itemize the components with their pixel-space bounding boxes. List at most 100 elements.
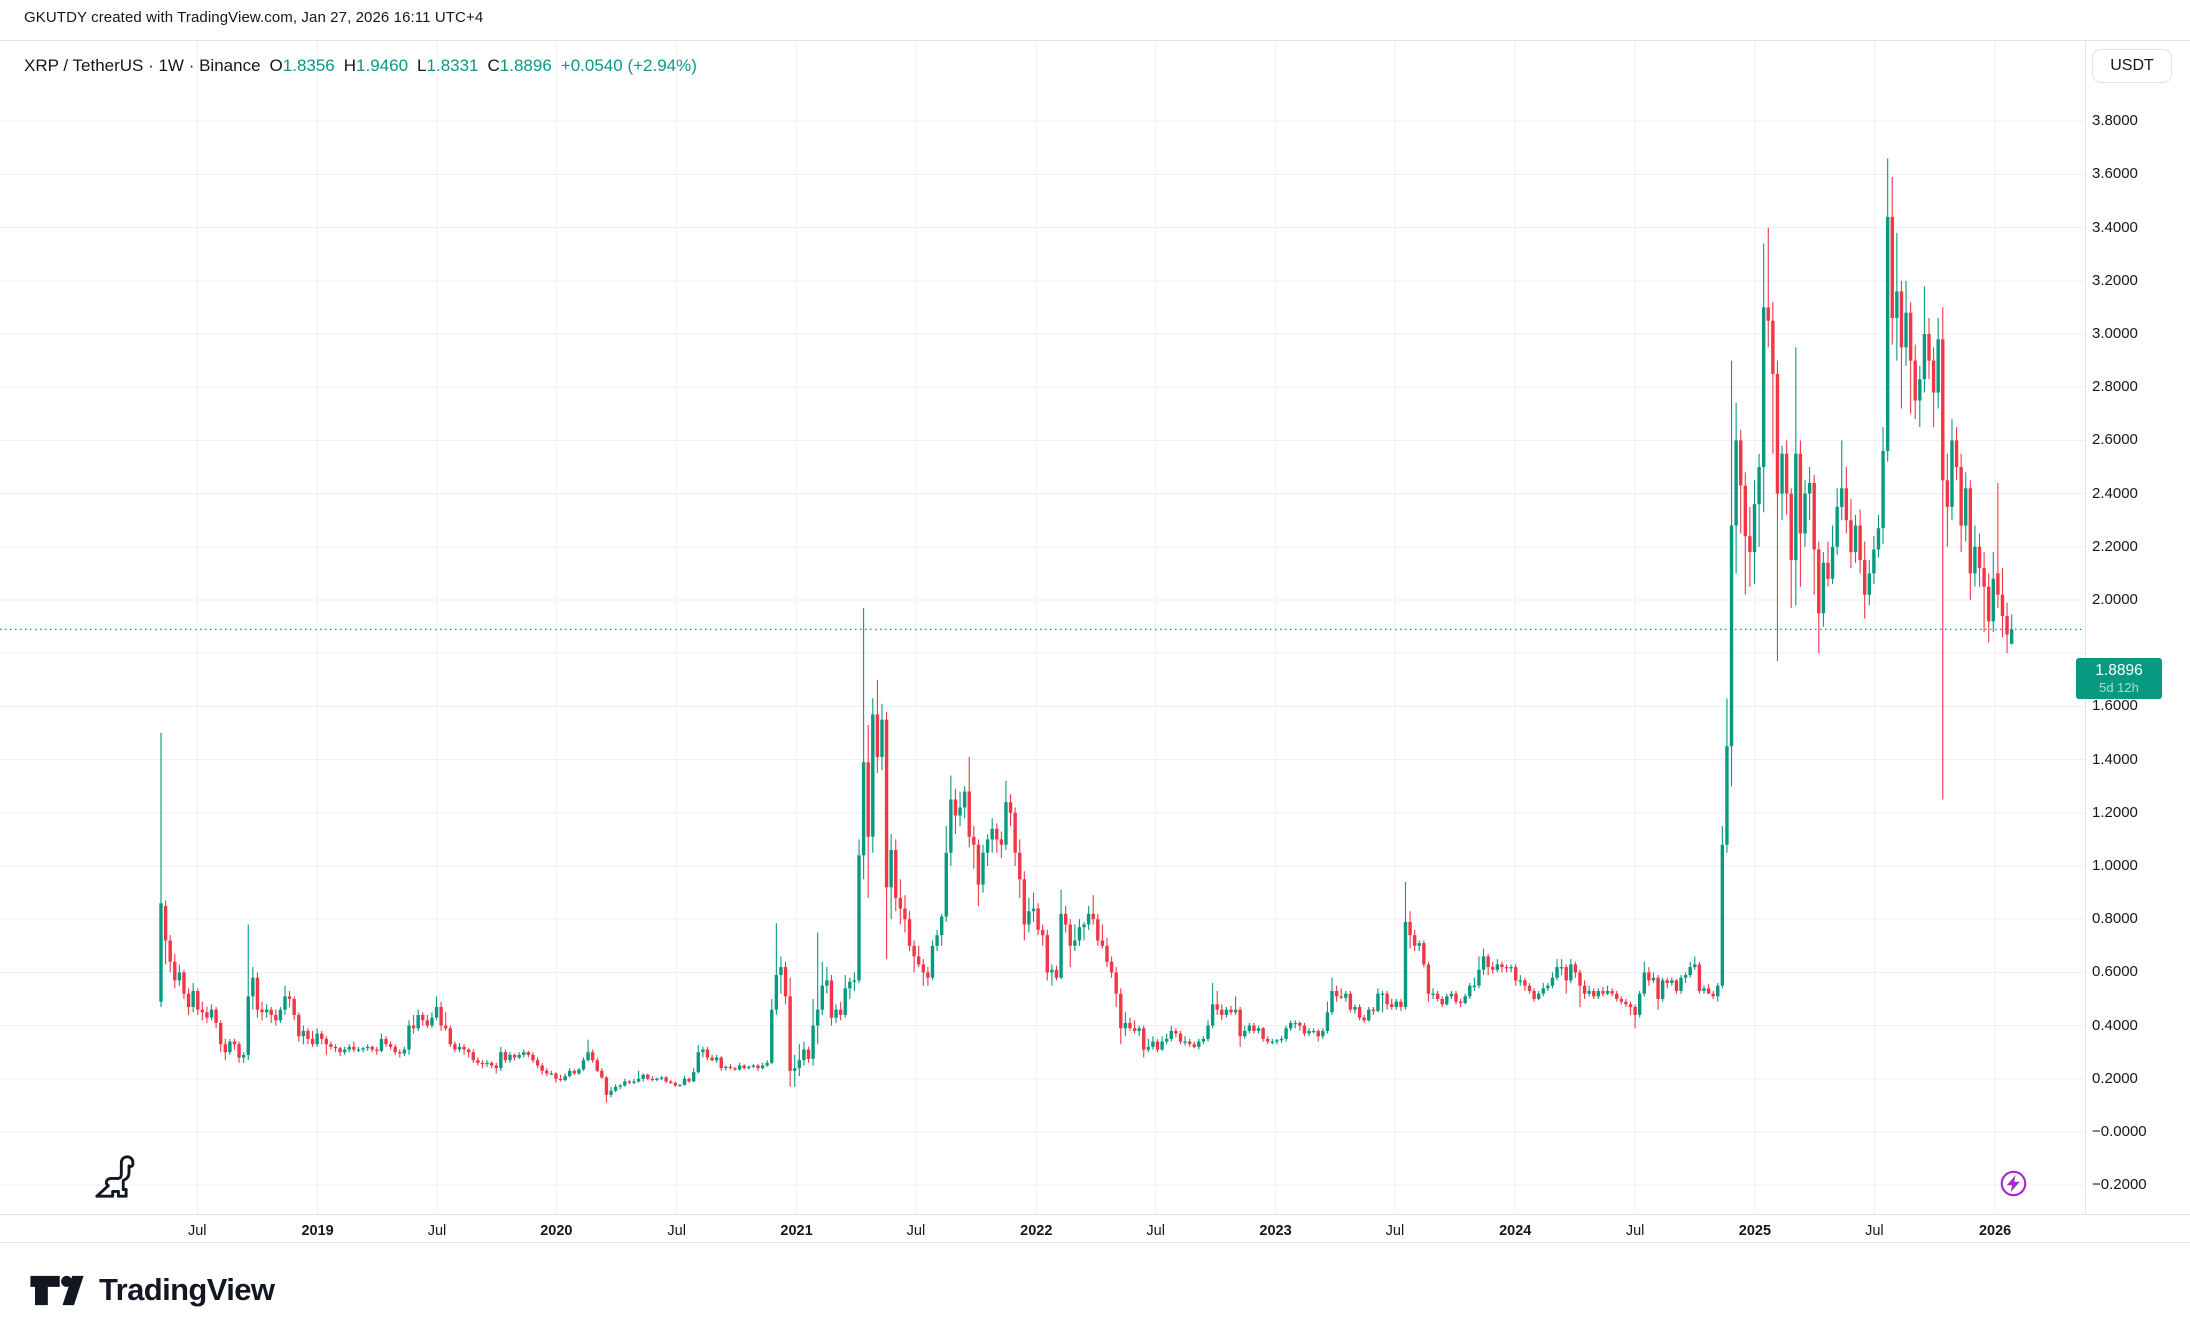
candle-body [1610, 991, 1614, 994]
time-axis[interactable]: Jul 2019 Jul 2020 Jul 2021 Jul 2022 Jul 2023 Jul 20… [0, 1220, 2085, 1248]
candle-body [1412, 935, 1417, 946]
lightning-bolt-button[interactable] [1995, 1165, 2032, 1202]
candle-body [1592, 991, 1596, 997]
candle-body [499, 1052, 503, 1069]
time-axis-month-label: Jul [427, 1223, 447, 1239]
candle-body [1716, 985, 1720, 997]
candlestick-chart[interactable] [0, 41, 2190, 1244]
tradingview-logo-icon[interactable] [28, 1274, 86, 1307]
candle-body [1559, 967, 1564, 969]
candle-body [370, 1046, 374, 1050]
candle-body [811, 1025, 815, 1059]
candle-body [1357, 1006, 1362, 1018]
candle-body [1068, 924, 1072, 946]
price-axis-label: 1.6000 [2092, 697, 2138, 715]
candle-body [1647, 972, 1651, 981]
candle-body [1876, 528, 1881, 550]
candle-body [1403, 921, 1408, 1007]
low-value: 1.8331 [426, 56, 479, 75]
candle-body [1637, 993, 1642, 1015]
high-label: H [343, 56, 357, 75]
candle-body [1885, 216, 1890, 452]
candle-body [701, 1049, 705, 1053]
candle-body [512, 1054, 517, 1058]
candle-body [1142, 1028, 1146, 1050]
candle-body [1532, 991, 1536, 999]
candle-body [1321, 1030, 1325, 1037]
candle-body [329, 1044, 333, 1047]
candle-body [1564, 967, 1568, 981]
candle-body [995, 828, 999, 840]
candle-body [324, 1038, 329, 1045]
candle-body [1201, 1038, 1206, 1042]
candle-body [623, 1081, 627, 1086]
candle-body [1697, 964, 1702, 992]
candle-body [953, 799, 958, 816]
candle-body [1849, 520, 1853, 553]
candle-body [1752, 504, 1757, 553]
candle-body [838, 1009, 843, 1015]
candle-body [1463, 996, 1467, 1003]
candle-body [1858, 525, 1862, 561]
candle-body [843, 988, 847, 1015]
candle-body [1578, 972, 1582, 986]
candle-body [1908, 312, 1913, 361]
candle-body [1197, 1041, 1201, 1047]
candle-body [632, 1081, 636, 1083]
candle-body [1073, 940, 1077, 946]
candle-body [788, 996, 792, 1071]
candle-body [710, 1057, 714, 1061]
candle-body [894, 850, 898, 898]
candle-body [173, 961, 177, 981]
candle-body [682, 1078, 687, 1085]
time-axis-year-label: 2024 [1499, 1223, 1532, 1239]
candle-body [696, 1052, 700, 1073]
candle-body [1284, 1028, 1288, 1039]
candle-body [806, 1049, 811, 1059]
time-axis-year-label: 2021 [780, 1223, 813, 1239]
candle-body [1504, 967, 1509, 969]
candle-body [985, 839, 990, 853]
candle-body [572, 1070, 576, 1074]
candle-body [1582, 985, 1587, 994]
candle-body [577, 1069, 581, 1074]
candle-body [1775, 373, 1780, 494]
candle-body [1761, 307, 1766, 467]
price-axis-label: 2.0000 [2092, 591, 2138, 608]
tradingview-wordmark[interactable]: TradingView [99, 1272, 275, 1307]
candle-body [1063, 913, 1068, 925]
candle-body [223, 1044, 227, 1053]
candle-body [1491, 967, 1495, 970]
candle-body [471, 1052, 475, 1061]
candles [159, 158, 2014, 1103]
candle-body [907, 919, 912, 946]
close-label: C [487, 56, 500, 75]
candle-body [825, 980, 829, 986]
candle-body [1086, 913, 1091, 925]
candle-body [177, 972, 182, 981]
candle-body [1307, 1030, 1311, 1034]
candle-body [1371, 1009, 1376, 1011]
symbol-legend[interactable]: XRP / TetherUS · 1W · Binance O1.8356 H1… [24, 56, 697, 76]
symbol-title[interactable]: XRP / TetherUS · 1W · Binance [24, 56, 261, 75]
candle-body [1435, 993, 1440, 999]
candle-body [320, 1033, 324, 1039]
price-axis-label: 2.2000 [2092, 537, 2138, 555]
price-axis[interactable]: 3.8000 3.6000 3.4000 3.2000 3.0000 2.8000 2.60… [2086, 41, 2190, 1214]
currency-toggle-button[interactable]: USDT [2092, 49, 2172, 83]
candle-body [1789, 493, 1793, 561]
candle-body [586, 1052, 590, 1061]
candle-body [375, 1049, 379, 1051]
candle-body [1895, 291, 1899, 319]
candle-body [205, 1012, 209, 1018]
time-axis-year-label: 2025 [1738, 1223, 1772, 1239]
candle-body [1688, 967, 1692, 976]
candle-body [398, 1052, 402, 1054]
candle-body [815, 1009, 820, 1026]
candle-body [402, 1049, 407, 1054]
candle-body [1904, 312, 1908, 348]
candle-body [444, 1025, 448, 1029]
candle-body [1004, 802, 1008, 845]
high-value: 1.9460 [356, 56, 409, 75]
candle-body [1256, 1028, 1261, 1031]
